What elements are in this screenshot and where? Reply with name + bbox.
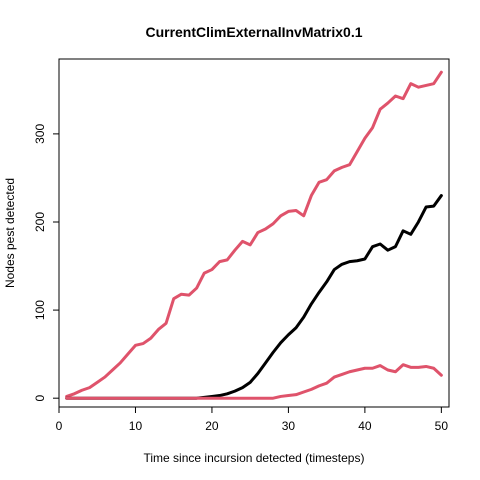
y-axis-label: Nodes pest detected	[3, 178, 17, 288]
chart-title: CurrentClimExternalInvMatrix0.1	[145, 24, 362, 40]
x-tick-label-4: 40	[358, 419, 372, 433]
series-group	[65, 70, 443, 400]
x-tick-label-0: 0	[56, 419, 63, 433]
y-tick-label-2: 200	[33, 212, 47, 232]
x-tick-label-3: 30	[282, 419, 296, 433]
x-tick-label-2: 20	[205, 419, 219, 433]
series-line-2	[65, 363, 443, 400]
x-axis-label: Time since incursion detected (timesteps…	[144, 451, 365, 465]
y-axis: 0 100 200 300	[33, 124, 59, 402]
plot-frame	[58, 58, 450, 408]
x-tick-label-5: 50	[435, 419, 449, 433]
y-tick-label-3: 300	[33, 124, 47, 144]
x-axis: 0 10 20 30 40 50	[56, 407, 449, 433]
y-tick-label-0: 0	[33, 395, 47, 402]
series-line-0	[65, 70, 443, 398]
x-tick-label-1: 10	[129, 419, 143, 433]
y-tick-label-1: 100	[33, 300, 47, 320]
